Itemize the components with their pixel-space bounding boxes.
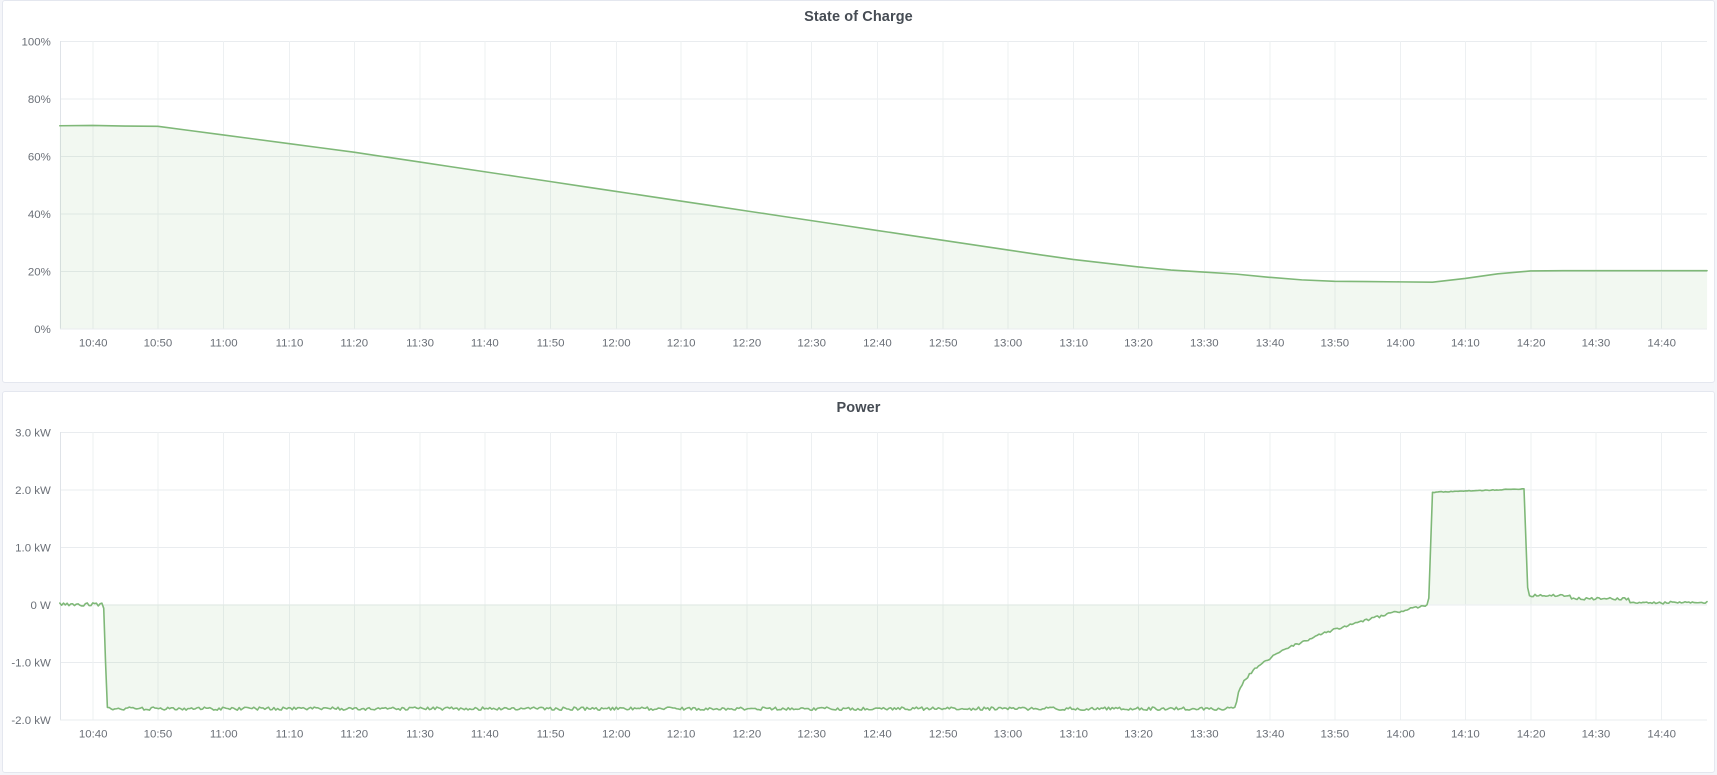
y-axis-tick-label: 40% (28, 209, 51, 221)
x-axis-tick-label: 14:10 (1451, 728, 1480, 740)
power-area (59, 488, 1708, 711)
x-axis-tick-label: 11:00 (210, 337, 238, 349)
x-axis-tick-label: 11:20 (340, 337, 368, 349)
y-axis-tick-label: 0% (34, 324, 51, 336)
x-axis-tick-label: 14:20 (1517, 728, 1546, 740)
x-axis-tick-label: 12:30 (797, 728, 826, 740)
panel-title-power: Power (836, 400, 881, 416)
x-axis-tick-label: 13:00 (994, 337, 1023, 349)
x-axis-tick-label: 11:50 (537, 337, 565, 349)
chart-power[interactable]: -2.0 kW -1.0 kW 0 W 1.0 kW 2.0 kW 3.0 kW 10:40… (3, 422, 1714, 772)
x-axis-tick-label: 13:20 (1124, 337, 1153, 349)
panel-state-of-charge[interactable]: State of Charge 0% 20% 40% 60% 80% 100% 10:40 1… (2, 0, 1715, 383)
x-axis-tick-label: 13:10 (1059, 728, 1088, 740)
x-axis-tick-label: 13:40 (1256, 728, 1285, 740)
x-axis-tick-label: 10:50 (144, 337, 173, 349)
y-axis-tick-label: -1.0 kW (11, 657, 51, 669)
x-axis-tick-label: 14:00 (1386, 728, 1415, 740)
x-axis-tick-label: 10:40 (79, 337, 108, 349)
y-axis-tick-label: 100% (22, 36, 51, 48)
x-axis-tick-label: 12:00 (602, 337, 631, 349)
panel-title-state-of-charge: State of Charge (804, 9, 913, 25)
x-axis-tick-label: 12:20 (733, 337, 762, 349)
x-axis-tick-label: 11:40 (471, 728, 499, 740)
panel-power[interactable]: Power -2.0 kW -1.0 kW 0 W 1.0 kW 2.0 kW 3.0 k… (2, 391, 1715, 773)
x-axis-tick-label: 11:10 (276, 337, 304, 349)
x-axis-tick-label: 13:50 (1320, 337, 1349, 349)
chart-state-of-charge[interactable]: 0% 20% 40% 60% 80% 100% 10:40 10:50 11:00 11:10 11… (3, 31, 1714, 382)
state-of-charge-line (59, 124, 1708, 283)
x-axis-tick-label: 13:30 (1190, 728, 1219, 740)
x-axis-tick-label: 11:10 (276, 728, 304, 740)
x-axis-tick-label: 11:00 (210, 728, 238, 740)
plot-area-power[interactable]: -2.0 kW -1.0 kW 0 W 1.0 kW 2.0 kW 3.0 kW 10:40… (3, 422, 1714, 772)
x-axis-tick-label: 12:00 (602, 728, 631, 740)
x-axis-tick-label: 12:50 (929, 728, 958, 740)
x-axis-tick-label: 11:30 (406, 337, 434, 349)
x-axis-tick-label: 11:40 (471, 337, 499, 349)
x-axis-tick-label: 14:10 (1451, 337, 1480, 349)
y-axis-tick-label: 60% (28, 151, 51, 163)
y-axis-tick-label: -2.0 kW (11, 715, 51, 727)
x-axis-tick-label: 11:50 (537, 728, 565, 740)
y-axis-tick-label: 20% (28, 266, 51, 278)
x-axis-tick-label: 14:20 (1517, 337, 1546, 349)
x-axis-tick-label: 14:30 (1582, 728, 1611, 740)
x-axis-tick-label: 13:00 (994, 728, 1023, 740)
state-of-charge-area (59, 125, 1708, 329)
x-axis-tick-label: 13:50 (1320, 728, 1349, 740)
power-line (59, 488, 1708, 712)
x-axis-tick-label: 13:30 (1190, 337, 1219, 349)
y-axis-tick-label: 80% (28, 94, 51, 106)
x-axis-tick-label: 12:50 (929, 337, 958, 349)
y-axis-tick-label: 1.0 kW (15, 542, 51, 554)
x-axis-tick-label: 12:10 (667, 728, 696, 740)
plot-area-state-of-charge[interactable]: 0% 20% 40% 60% 80% 100% 10:40 10:50 11:00 11:10 11… (3, 31, 1714, 382)
x-axis-tick-label: 13:10 (1059, 337, 1088, 349)
x-axis-tick-label: 13:40 (1256, 337, 1285, 349)
x-axis-tick-label: 14:00 (1386, 337, 1415, 349)
x-axis-tick-label: 12:10 (667, 337, 696, 349)
x-axis-tick-label: 14:40 (1647, 728, 1676, 740)
x-axis-tick-label: 11:30 (406, 728, 434, 740)
y-axis-tick-label: 0 W (30, 600, 51, 612)
x-axis-tick-label: 14:40 (1647, 337, 1676, 349)
x-axis-tick-label: 10:50 (144, 728, 173, 740)
x-axis-tick-label: 14:30 (1582, 337, 1611, 349)
x-axis-tick-label: 12:40 (863, 728, 892, 740)
x-axis-tick-label: 12:30 (797, 337, 826, 349)
y-axis-tick-label: 2.0 kW (15, 485, 51, 497)
x-axis-tick-label: 12:20 (733, 728, 762, 740)
x-axis-tick-label: 11:20 (340, 728, 368, 740)
y-axis-tick-label: 3.0 kW (15, 427, 51, 439)
x-axis-tick-label: 10:40 (79, 728, 108, 740)
x-axis-tick-label: 12:40 (863, 337, 892, 349)
x-axis-tick-label: 13:20 (1124, 728, 1153, 740)
